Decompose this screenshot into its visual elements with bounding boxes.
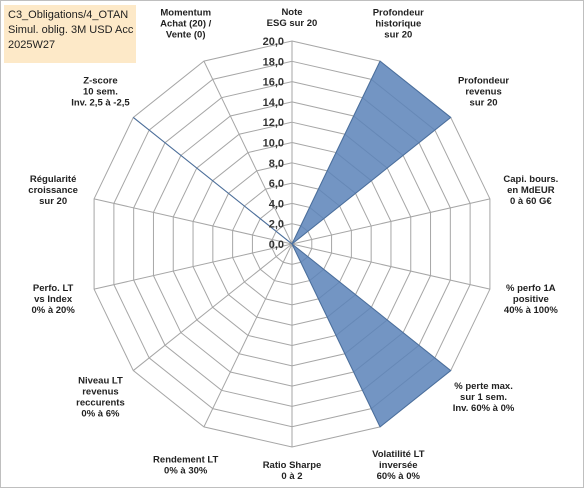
axis-label-line: Régularité (30, 174, 76, 185)
axis-label-line: Z-score (83, 76, 117, 87)
grid-spoke (93, 198, 293, 245)
info-box: C3_Obligations/4_OTAN Simul. oblig. 3M U… (4, 5, 136, 63)
radial-tick-label: 16,0 (263, 77, 284, 89)
axis-label: Ratio Sharpe 0 à 2 (263, 460, 322, 482)
info-fund-name: Simul. oblig. 3M USD Acc (8, 24, 134, 36)
axis-label: Capi. bours. en MdEUR 0 à 60 G€ (503, 174, 558, 207)
axis-label-line: reccurents (76, 398, 125, 409)
axis-label: % perfo 1A positive 40% à 100% (504, 283, 558, 316)
grid-spoke (203, 60, 293, 245)
axis-label: Rendement LT 0% à 30% (153, 455, 218, 477)
radial-tick-label: 6,0 (269, 178, 284, 190)
radial-tick-label: 8,0 (269, 158, 284, 170)
axis-label-line: Rendement LT (153, 455, 218, 466)
axis-label: Volatilité LT inversée 60% à 0% (372, 449, 425, 482)
grid-spoke (132, 243, 293, 371)
axis-label-line: Momentum (160, 8, 211, 19)
axis-label-line: 60% à 0% (377, 471, 421, 482)
axis-label-line: % perte max. (454, 381, 513, 392)
axis-label-line: ESG sur 20 (267, 18, 318, 29)
axis-label-line: 0 à 2 (281, 471, 302, 482)
axis-label-line: % perfo 1A (506, 283, 556, 294)
axis-label-line: positive (513, 294, 549, 305)
axis-label: Z-score 10 sem. Inv. 2,5 à -2,5 (71, 76, 130, 109)
axis-label: Momentum Achat (20) / Vente (0) (160, 8, 212, 41)
axis-label-line: Inv. 2,5 à -2,5 (71, 98, 130, 109)
axis-label-line: croissance (28, 185, 78, 196)
axis-label-line: Capi. bours. (503, 174, 558, 185)
axis-label-line: en MdEUR (507, 185, 555, 196)
axis-label-line: sur 20 (470, 98, 498, 109)
axis-label-line: historique (375, 19, 421, 30)
axis-label: Profondeur revenus sur 20 (458, 76, 509, 109)
radial-tick-label: 20,0 (263, 36, 284, 48)
axis-label-line: Vente (0) (166, 30, 206, 41)
axis-label-line: Profondeur (458, 76, 509, 87)
axis-label: % perte max. sur 1 sem. Inv. 60% à 0% (453, 381, 515, 414)
axis-label-line: inversée (379, 460, 418, 471)
axis-label-line: 0 à 60 G€ (510, 196, 552, 207)
axis-label: Niveau LT revenus reccurents 0% à 6% (76, 376, 125, 420)
axis-label-line: Ratio Sharpe (263, 460, 322, 471)
axis-label-line: 0% à 20% (31, 305, 75, 316)
radial-tick-label: 2,0 (269, 219, 284, 231)
radial-tick-label: 14,0 (263, 97, 284, 109)
radial-tick-label: 0,0 (269, 239, 284, 251)
axis-label-line: sur 20 (384, 30, 412, 41)
axis-label: Régularité croissance sur 20 (28, 174, 78, 207)
axis-label: Profondeur historique sur 20 (373, 8, 424, 41)
axis-label: Perfo. LT vs Index 0% à 20% (31, 283, 75, 316)
axis-label-line: Inv. 60% à 0% (453, 403, 515, 414)
axis-label-line: Profondeur (373, 8, 424, 19)
grid-spoke (203, 243, 293, 428)
axis-label-line: Volatilité LT (372, 449, 425, 460)
grid-spoke (93, 243, 293, 290)
info-week: 2025W27 (8, 39, 56, 51)
axis-label-line: 0% à 6% (81, 409, 120, 420)
grid-spoke (291, 198, 491, 245)
axis-label-line: 40% à 100% (504, 305, 558, 316)
axis-label-line: sur 1 sem. (460, 392, 507, 403)
axis-label-line: Note (281, 7, 302, 18)
radial-tick-label: 12,0 (263, 117, 284, 129)
info-fund-category: C3_Obligations/4_OTAN (8, 9, 129, 21)
axis-label-line: vs Index (34, 294, 73, 305)
axis-label-line: 10 sem. (83, 87, 118, 98)
axis-label-line: revenus (465, 87, 501, 98)
axis-label: Note ESG sur 20 (267, 7, 318, 29)
axis-label-line: Perfo. LT (33, 283, 74, 294)
axis-label-line: Achat (20) / (160, 19, 212, 30)
radial-tick-label: 18,0 (263, 56, 284, 68)
axis-label-line: revenus (82, 387, 118, 398)
axis-label-line: sur 20 (39, 196, 67, 207)
axis-label-line: Niveau LT (78, 376, 123, 387)
grid-spoke (291, 243, 491, 290)
data-series-area (132, 60, 452, 428)
radial-tick-label: 4,0 (269, 198, 284, 210)
radial-tick-label: 10,0 (263, 138, 284, 150)
axis-label-line: 0% à 30% (164, 466, 208, 477)
